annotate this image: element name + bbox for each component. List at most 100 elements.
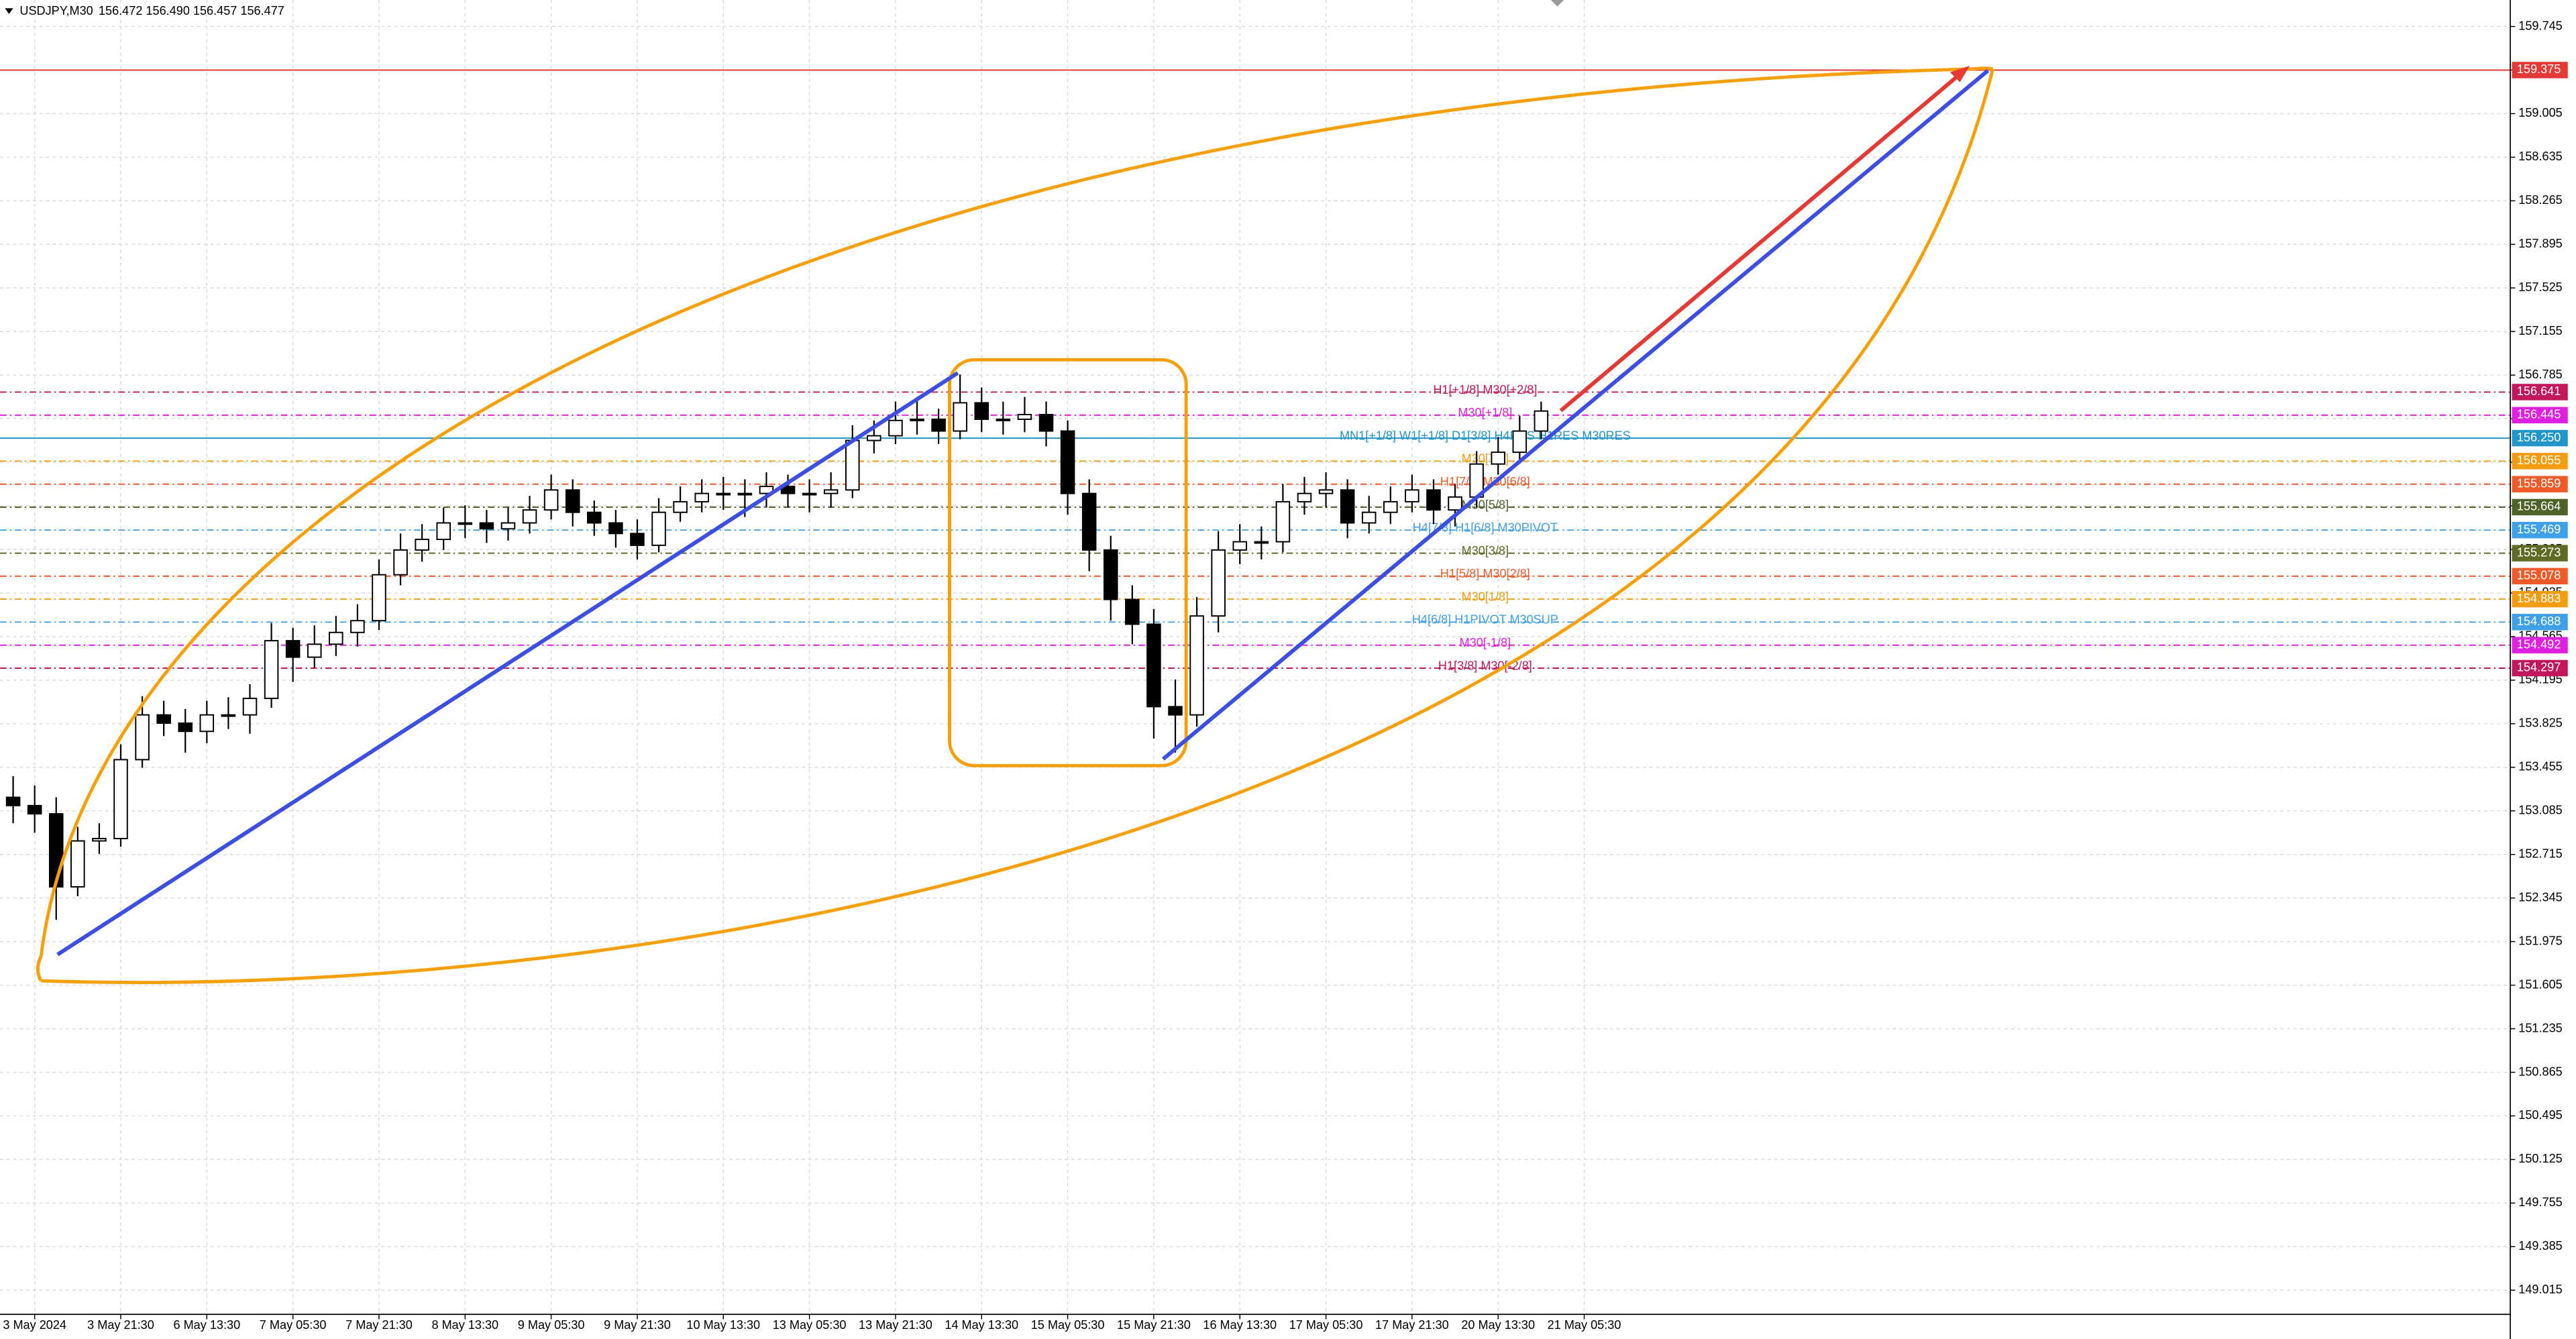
candle-body — [350, 620, 365, 633]
price-tag — [2512, 659, 2568, 677]
x-tick-label: 9 May 21:30 — [604, 1318, 671, 1332]
price-tag-label: 156.641 — [2517, 384, 2561, 398]
y-tick-label: 159.745 — [2518, 19, 2562, 32]
candle-body — [953, 402, 967, 432]
candle-body — [372, 574, 386, 622]
candle-body — [931, 419, 946, 432]
candle-body — [996, 419, 1011, 421]
level-label: H1[7/8] M30[6/8] — [1440, 475, 1530, 488]
candle-body — [694, 492, 709, 502]
candle-body — [759, 486, 774, 494]
ellipse-arc — [36, 955, 43, 982]
y-tick-label: 152.345 — [2518, 890, 2562, 904]
y-tick-label: 150.495 — [2518, 1108, 2562, 1122]
x-tick-label: 21 May 05:30 — [1548, 1318, 1621, 1332]
level-label: H1[5/8] M30[2/8] — [1440, 567, 1530, 580]
price-tag-label: 156.250 — [2517, 431, 2561, 444]
x-tick-label: 15 May 21:30 — [1117, 1318, 1191, 1332]
levels: H1[+1/8] M30[+2/8] M30[+1/8] MN1[+1/8] W1[… — [0, 69, 2511, 672]
level-label: M30[1/8] — [1462, 590, 1509, 603]
y-tick-label: 159.005 — [2518, 106, 2562, 119]
price-tag-label: 155.664 — [2517, 500, 2561, 513]
y-tick-label: 157.155 — [2518, 324, 2562, 337]
candle-body — [1017, 413, 1032, 420]
candle-body — [479, 522, 494, 530]
price-tag-label: 154.297 — [2517, 661, 2561, 674]
x-tick-label: 7 May 21:30 — [345, 1318, 413, 1332]
level-label: M30[3/8] — [1462, 544, 1509, 557]
candle-body — [1512, 430, 1527, 453]
candle-body — [5, 796, 21, 806]
y-tick-label: 153.455 — [2518, 760, 2562, 773]
candles — [5, 374, 1549, 920]
price-tag-label: 155.078 — [2517, 569, 2561, 582]
candle-body — [221, 714, 236, 717]
y-tick-label: 153.825 — [2518, 716, 2562, 730]
y-tick-label: 152.715 — [2518, 847, 2562, 860]
price-tag — [2512, 384, 2568, 400]
price-tag-label: 159.375 — [2517, 62, 2561, 76]
candle-body — [608, 522, 623, 535]
ellipse-arc — [39, 67, 1972, 957]
price-tag — [2512, 429, 2568, 447]
y-tick-label: 150.125 — [2518, 1152, 2562, 1165]
candle-body — [673, 500, 688, 513]
price-tag-label: 155.273 — [2517, 545, 2561, 559]
candle-body — [329, 631, 343, 645]
trend-line — [56, 371, 959, 957]
x-tick-label: 14 May 13:30 — [945, 1318, 1018, 1332]
candle-body — [92, 838, 107, 842]
candle-body — [1534, 410, 1549, 432]
level-label: M30[+1/8] — [1458, 406, 1512, 419]
x-tick-label: 13 May 21:30 — [859, 1318, 932, 1332]
candle-body — [1491, 451, 1506, 465]
price-tag — [2512, 521, 2568, 539]
y-tick-label: 149.385 — [2518, 1239, 2562, 1252]
candle-body — [199, 714, 215, 733]
candle-body — [1254, 541, 1269, 544]
y-tick-label: 158.265 — [2518, 193, 2562, 207]
candle-body — [70, 840, 85, 888]
candle-body — [1297, 492, 1312, 502]
y-tick-label: 150.865 — [2518, 1065, 2562, 1078]
menu-icon[interactable] — [5, 8, 13, 14]
candle-body — [543, 489, 559, 511]
candle-body — [285, 640, 301, 658]
x-tick-label: 8 May 13:30 — [431, 1318, 498, 1332]
candle-body — [1318, 489, 1334, 494]
candle-body — [888, 419, 903, 437]
candle-body — [1060, 430, 1075, 494]
candle-body — [1275, 500, 1291, 543]
candle-body — [27, 804, 42, 815]
level-label: MN1[+1/8] W1[+1/8] D1[3/8] H4RES H1RES M… — [1340, 429, 1631, 442]
x-tick-label: 15 May 05:30 — [1031, 1318, 1105, 1332]
candle-body — [910, 419, 924, 421]
candle-body — [1340, 489, 1355, 524]
trend-line — [1161, 69, 1990, 761]
price-tag — [2512, 476, 2568, 492]
candle-body — [1168, 706, 1183, 716]
shift-marker — [1550, 0, 1564, 7]
x-tick-label: 6 May 13:30 — [173, 1318, 240, 1332]
x-tick-label: 17 May 21:30 — [1375, 1318, 1449, 1332]
candle-body — [587, 511, 602, 524]
candle-body — [1383, 500, 1398, 513]
level-label: H1[+1/8] M30[+2/8] — [1433, 383, 1537, 396]
price-tag — [2512, 614, 2568, 631]
y-tick-label: 156.785 — [2518, 368, 2562, 381]
candle-body — [1125, 598, 1140, 625]
x-tick-label: 9 May 05:30 — [518, 1318, 585, 1332]
x-axis-labels: 3 May 2024 3 May 21:30 6 May 13:30 7 May 05… — [3, 1314, 1621, 1332]
candle-body — [1146, 623, 1161, 708]
candle-body — [780, 486, 796, 494]
ellipse-arc — [1971, 66, 1994, 71]
candle-body — [1426, 489, 1441, 511]
x-tick-label: 3 May 21:30 — [87, 1318, 154, 1332]
price-tag — [2512, 637, 2568, 653]
level-label: M30[-1/8] — [1460, 636, 1511, 649]
y-tick-label: 153.085 — [2518, 804, 2562, 817]
price-tag-label: 156.055 — [2517, 453, 2561, 467]
price-tag — [2512, 545, 2568, 561]
